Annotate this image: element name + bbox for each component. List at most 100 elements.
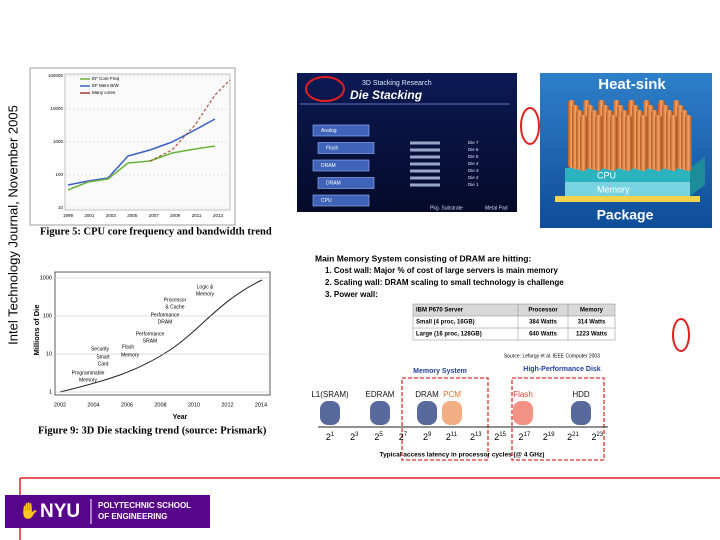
- layer: [317, 177, 375, 189]
- tier-blob: [442, 401, 462, 425]
- line: [67, 145, 216, 191]
- list-item: 3. Power wall:: [325, 290, 378, 299]
- latency-label: 21: [326, 432, 335, 443]
- logo-school: POLYTECHNIC SCHOOL: [98, 501, 191, 510]
- list-item: 2. Scaling wall: DRAM scaling to small t…: [325, 278, 564, 287]
- y-tick-label: 1000: [53, 139, 64, 144]
- table-cell: 640 Watts: [529, 332, 557, 338]
- latency-base: 2: [326, 432, 331, 442]
- logo-mark: NYU: [40, 501, 80, 522]
- latency-label: 25: [374, 432, 383, 443]
- table-header: Processor: [528, 308, 558, 314]
- die-label: Die 1: [468, 182, 479, 187]
- tier-label: L1(SRAM): [311, 390, 349, 399]
- memory-system-box: [401, 377, 489, 461]
- line: [149, 79, 231, 162]
- latency-base: 2: [374, 432, 379, 442]
- table-header: Memory: [580, 308, 604, 314]
- latency-exp: 21: [572, 432, 579, 438]
- fin: [610, 115, 617, 171]
- latency-base: 2: [519, 432, 524, 442]
- annotation: Flash: [122, 344, 134, 350]
- latency-label: 211: [446, 432, 458, 443]
- memory-label: Memory: [597, 184, 630, 194]
- fin: [595, 115, 602, 171]
- latency-label: 27: [399, 432, 408, 443]
- die-bar: [410, 141, 440, 145]
- cpu-label: CPU: [597, 170, 616, 180]
- caption: Figure 9: 3D Die stacking trend (source:…: [38, 425, 267, 436]
- logo: ✋ NYU POLYTECHNIC SCHOOL OF ENGINEERING: [5, 495, 210, 528]
- x-tick-label: 2010: [188, 402, 200, 408]
- layer-label: DRAM: [321, 163, 336, 169]
- annotation: Programmable: [72, 370, 105, 376]
- die-bar: [410, 169, 440, 173]
- highlight-oval: [520, 107, 540, 145]
- die-bar: [410, 162, 440, 166]
- die-label: Die 7: [468, 140, 479, 145]
- latency-base: 2: [446, 432, 451, 442]
- source: Source: Lefurgy et al. IEEE Computer 200…: [504, 353, 600, 359]
- memory-layer: [565, 182, 690, 196]
- latency-base: 2: [543, 432, 548, 442]
- latency-base: 2: [399, 432, 404, 442]
- group-label: High-Performance Disk: [523, 366, 601, 373]
- annotation: Performance: [151, 312, 180, 318]
- die-bar: [410, 148, 440, 152]
- x-tick-label: 2011: [192, 213, 202, 218]
- latency-exp: 3: [355, 432, 359, 438]
- fin: [670, 115, 677, 171]
- annotation: Memory: [79, 377, 98, 383]
- latency-label: 217: [519, 432, 531, 443]
- annotation: Logic &: [197, 284, 214, 290]
- latency-label: 219: [543, 432, 555, 443]
- latency-label: 29: [423, 432, 432, 443]
- x-tick-label: 2002: [54, 402, 66, 408]
- layer-label: Analog: [321, 128, 337, 134]
- x-tick-label: 2012: [221, 402, 233, 408]
- tier-label: Flash: [513, 390, 533, 399]
- latency-label: 23: [350, 432, 359, 443]
- y-tick-label: 100: [55, 172, 63, 177]
- plot-area: [54, 271, 271, 396]
- legend-label: EF Core Freq: [92, 76, 120, 81]
- annotation: & Cache: [165, 304, 184, 310]
- latency-exp: 5: [379, 432, 383, 438]
- annotation: DRAM: [158, 319, 173, 325]
- y-tick-label: 10000: [50, 106, 63, 111]
- fin: [640, 115, 647, 171]
- latency-base: 2: [470, 432, 475, 442]
- latency-exp: 17: [524, 432, 531, 438]
- latency-exp: 19: [548, 432, 555, 438]
- tier-blob: [417, 401, 437, 425]
- latency-exp: 15: [499, 432, 506, 438]
- package-base: [555, 196, 700, 202]
- table-cell: 1223 Watts: [576, 332, 608, 338]
- y-axis-label: Millions of Die: [32, 305, 41, 356]
- latency-label: 215: [494, 432, 506, 443]
- image-title: Die Stacking: [350, 88, 423, 102]
- memory-hierarchy: Memory System High-Performance Disk Typi…: [311, 366, 608, 461]
- pad-label: Metal Pad: [485, 205, 508, 211]
- tier-blob: [320, 401, 340, 425]
- logo-bg: [5, 495, 210, 528]
- x-tick-label: 2007: [149, 213, 160, 218]
- fin: [655, 115, 662, 171]
- y-tick-label: 1000: [40, 275, 52, 281]
- table-header: IBM P670 Server: [416, 308, 464, 314]
- annotation: Memory: [196, 291, 215, 297]
- memory-wall: Main Memory System consisting of DRAM ar…: [315, 253, 616, 359]
- latency-exp: 7: [404, 432, 408, 438]
- legend-label: EF Mem B/W: [92, 83, 120, 88]
- table-cell: Small (4 proc, 16GB): [416, 320, 475, 326]
- layer: [312, 194, 370, 207]
- die-bar: [410, 183, 440, 187]
- x-tick-label: 2003: [106, 213, 117, 218]
- image-title: Heat-sink: [598, 76, 666, 93]
- side-note: Intel Technology Journal, November 2005: [5, 105, 20, 345]
- latency-base: 2: [350, 432, 355, 442]
- image-header: 3D Stacking Research: [362, 80, 432, 87]
- y-tick-label: 10: [46, 351, 52, 357]
- figure-5: Figure 5: CPU core frequency and bandwid…: [29, 67, 272, 237]
- die-label: Die 6: [468, 147, 479, 152]
